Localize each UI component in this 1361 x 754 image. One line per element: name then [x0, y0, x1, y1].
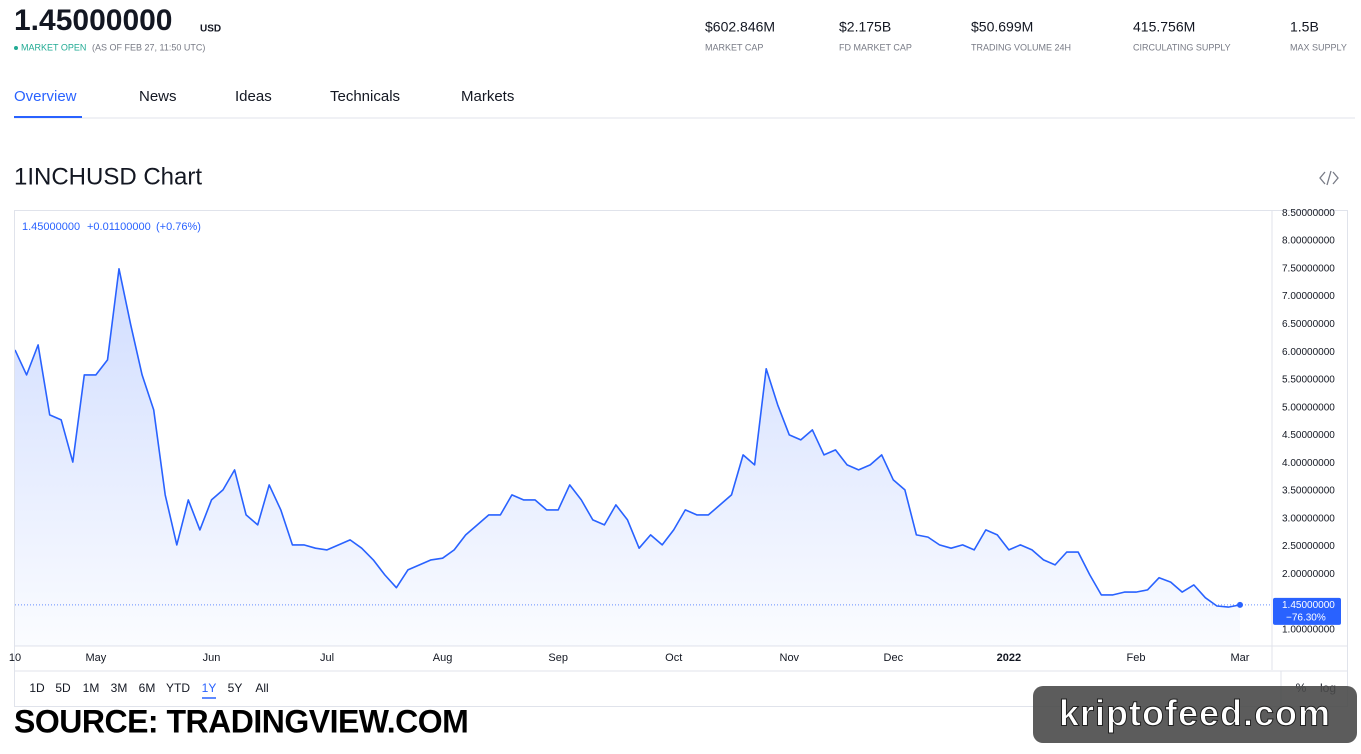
- y-tick-label: 6.50000000: [1282, 319, 1335, 330]
- embed-icon[interactable]: [1319, 170, 1339, 186]
- y-tick-label: 2.00000000: [1282, 569, 1335, 580]
- source-caption: SOURCE: TRADINGVIEW.COM: [14, 703, 468, 739]
- stat-value: 1.5B: [1290, 19, 1319, 35]
- range-button[interactable]: YTD: [166, 681, 190, 695]
- tab[interactable]: Overview: [14, 88, 77, 105]
- x-tick-label: 2022: [997, 652, 1021, 664]
- currency: USD: [200, 24, 221, 35]
- y-tick-label: 3.00000000: [1282, 513, 1335, 524]
- watermark: kriptofeed.com: [1059, 693, 1331, 734]
- x-tick-label: Mar: [1231, 652, 1250, 664]
- x-tick-label: Aug: [433, 652, 453, 664]
- tab[interactable]: News: [139, 88, 177, 105]
- stat-label: CIRCULATING SUPPLY: [1133, 42, 1231, 52]
- stat-label: MAX SUPPLY: [1290, 42, 1347, 52]
- y-tick-label: 7.50000000: [1282, 263, 1335, 274]
- range-button[interactable]: 3M: [111, 681, 128, 695]
- x-tick-label: Jul: [320, 652, 334, 664]
- as-of: (AS OF FEB 27, 11:50 UTC): [92, 42, 205, 52]
- price-tag-change: −76.30%: [1286, 613, 1326, 624]
- tab[interactable]: Technicals: [330, 88, 400, 105]
- range-button[interactable]: 5Y: [228, 681, 243, 695]
- x-tick-label: Jun: [203, 652, 221, 664]
- plot: [15, 268, 1272, 646]
- chart-frame: [14, 210, 1348, 707]
- x-tick-label: May: [86, 652, 107, 664]
- x-tick-label: Oct: [665, 652, 682, 664]
- y-tick-label: 5.00000000: [1282, 402, 1335, 413]
- area: [15, 268, 1240, 646]
- y-tick-label: 8.00000000: [1282, 236, 1335, 247]
- stat-value: $50.699M: [971, 19, 1033, 35]
- stat-value: $602.846M: [705, 19, 775, 35]
- y-tick-label: 7.00000000: [1282, 291, 1335, 302]
- price: 1.45000000: [14, 4, 173, 37]
- chart-heading: 1INCHUSD Chart: [14, 163, 202, 190]
- legend-change: +0.01100000: [87, 221, 151, 233]
- x-tick-label: 10: [9, 652, 21, 664]
- stat-value: 415.756M: [1133, 19, 1195, 35]
- range-button[interactable]: 5D: [55, 681, 71, 695]
- tab[interactable]: Ideas: [235, 88, 272, 105]
- range-button[interactable]: 1D: [29, 681, 45, 695]
- range-button[interactable]: All: [255, 681, 268, 695]
- line: [15, 268, 1241, 608]
- last-point: [1237, 601, 1243, 608]
- x-tick-label: Dec: [884, 652, 904, 664]
- price-tag-value: 1.45000000: [1282, 600, 1335, 611]
- y-tick-label: 2.50000000: [1282, 541, 1335, 552]
- stat-label: TRADING VOLUME 24H: [971, 42, 1071, 52]
- watermark-box: [1033, 686, 1357, 743]
- range-button[interactable]: 6M: [139, 681, 156, 695]
- range-button[interactable]: 1M: [83, 681, 100, 695]
- y-tick-label: 3.50000000: [1282, 486, 1335, 497]
- stat-value: $2.175B: [839, 19, 891, 35]
- price-tag: [1273, 597, 1341, 625]
- x-tick-label: Sep: [548, 652, 568, 664]
- y-tick-label: 4.00000000: [1282, 458, 1335, 469]
- market-status: MARKET OPEN: [21, 42, 86, 52]
- y-tick-label: 6.00000000: [1282, 347, 1335, 358]
- x-tick-label: Feb: [1127, 652, 1146, 664]
- x-tick-label: Nov: [780, 652, 800, 664]
- legend-change-pct: (+0.76%): [156, 221, 201, 233]
- y-tick-label: 1.00000000: [1282, 625, 1335, 636]
- y-tick-label: 8.50000000: [1282, 208, 1335, 219]
- status-dot: [14, 46, 18, 50]
- range-button[interactable]: 1Y: [202, 681, 217, 695]
- tab[interactable]: Markets: [461, 88, 514, 105]
- stat-label: MARKET CAP: [705, 42, 763, 52]
- stat-label: FD MARKET CAP: [839, 42, 912, 52]
- y-tick-label: 4.50000000: [1282, 430, 1335, 441]
- y-tick-label: 5.50000000: [1282, 375, 1335, 386]
- legend-last: 1.45000000: [22, 221, 80, 233]
